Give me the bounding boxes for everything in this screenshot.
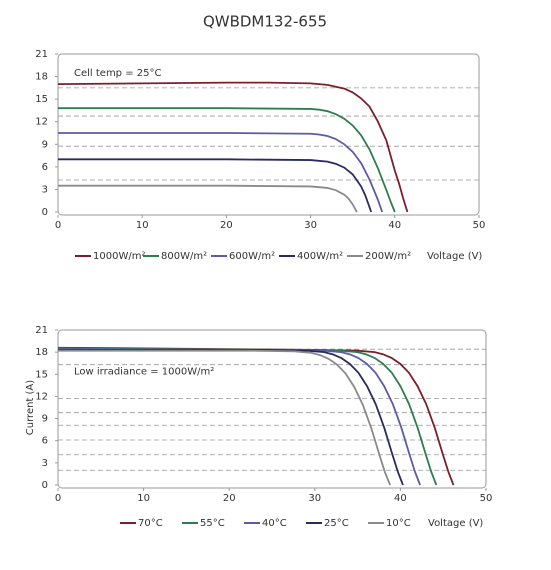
curve bbox=[57, 348, 421, 486]
y-tick-label: 6 bbox=[42, 162, 48, 173]
x-tick-label: 30 bbox=[304, 220, 317, 231]
curve bbox=[57, 347, 438, 486]
legend-label: 400W/m² bbox=[297, 251, 343, 262]
x-tick-label: 10 bbox=[136, 220, 149, 231]
legend-label: 70°C bbox=[138, 518, 163, 529]
y-tick-label: 21 bbox=[35, 49, 48, 60]
legend-label: 10°C bbox=[386, 518, 411, 529]
x-tick-label: 20 bbox=[220, 220, 233, 231]
x-tick-label: 20 bbox=[223, 493, 236, 504]
x-axis-label: Voltage (V) bbox=[428, 518, 483, 529]
legend-label: 600W/m² bbox=[229, 251, 275, 262]
y-tick-label: 21 bbox=[35, 325, 48, 336]
y-tick-label: 18 bbox=[35, 347, 48, 358]
y-tick-label: 9 bbox=[42, 414, 48, 425]
y-tick-label: 15 bbox=[35, 94, 48, 105]
legend-label: 40°C bbox=[262, 518, 287, 529]
curve bbox=[58, 184, 358, 213]
curve bbox=[58, 107, 396, 213]
curve bbox=[57, 81, 409, 213]
x-tick-label: 10 bbox=[137, 493, 150, 504]
y-tick-label: 12 bbox=[35, 391, 48, 402]
x-tick-label: 30 bbox=[308, 493, 321, 504]
plot-frame bbox=[57, 53, 480, 216]
y-tick-label: 18 bbox=[35, 72, 48, 83]
y-tick-label: 9 bbox=[42, 139, 48, 150]
y-tick-label: 12 bbox=[35, 117, 48, 128]
y-tick-label: 6 bbox=[42, 436, 48, 447]
legend-label: 200W/m² bbox=[365, 251, 411, 262]
x-tick-label: 50 bbox=[480, 493, 493, 504]
legend-label: 800W/m² bbox=[161, 251, 207, 262]
x-tick-label: 50 bbox=[473, 220, 486, 231]
curve bbox=[58, 349, 391, 486]
curve bbox=[58, 132, 384, 213]
x-tick-label: 40 bbox=[388, 220, 401, 231]
curve bbox=[57, 346, 455, 486]
y-tick-label: 0 bbox=[42, 480, 48, 491]
curve bbox=[58, 158, 373, 213]
curve bbox=[58, 349, 404, 486]
x-tick-label: 0 bbox=[55, 493, 61, 504]
y-tick-label: 3 bbox=[42, 458, 48, 469]
legend-label: 55°C bbox=[200, 518, 225, 529]
annotation: Low irradiance = 1000W/m² bbox=[74, 367, 214, 378]
plot-frame bbox=[57, 329, 487, 489]
y-tick-label: 15 bbox=[35, 369, 48, 380]
x-tick-label: 40 bbox=[394, 493, 407, 504]
x-axis-label: Voltage (V) bbox=[427, 251, 482, 262]
y-axis-label: Current (A) bbox=[25, 380, 36, 435]
y-tick-label: 0 bbox=[42, 207, 48, 218]
chart-title: QWBDM132-655 bbox=[203, 13, 327, 31]
annotation: Cell temp = 25°C bbox=[74, 68, 161, 79]
y-tick-label: 3 bbox=[42, 184, 48, 195]
legend-label: 1000W/m² bbox=[93, 251, 145, 262]
legend-label: 25°C bbox=[324, 518, 349, 529]
x-tick-label: 0 bbox=[55, 220, 61, 231]
